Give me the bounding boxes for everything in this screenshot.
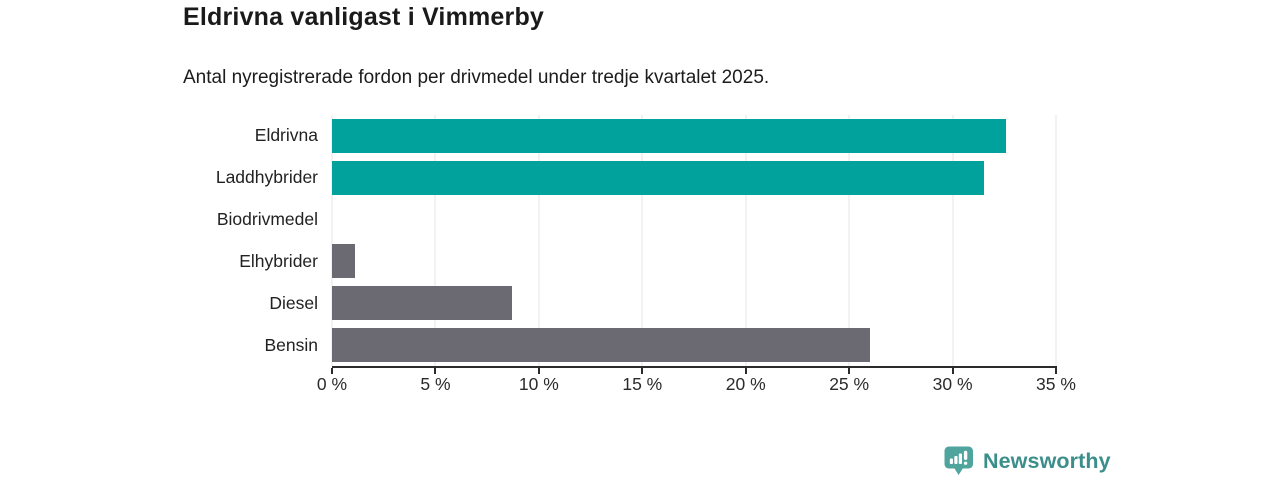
x-axis-line — [332, 366, 1057, 368]
category-label-laddhybrider: Laddhybrider — [215, 167, 318, 188]
gridline — [1055, 115, 1057, 366]
newsworthy-logo: Newsworthy — [944, 446, 1111, 476]
bar-row: Biodrivmedel — [183, 199, 1056, 241]
bar-row: Laddhybrider — [183, 157, 1056, 199]
x-axis-tick — [1055, 368, 1057, 374]
x-axis-tick-label: 20 % — [725, 374, 766, 394]
x-axis-tick — [951, 368, 954, 374]
x-axis-tick — [537, 368, 540, 374]
bar-bensin — [332, 328, 870, 363]
bar-rows: Eldrivna Laddhybrider Biodrivmedel Elhybrid… — [183, 115, 1056, 366]
gridline — [331, 115, 333, 366]
x-axis-tick-label: 0 % — [316, 374, 348, 394]
bar-chart-speech-bubble-icon — [944, 446, 973, 475]
category-label-bensin: Bensin — [264, 334, 318, 355]
gridline — [745, 115, 747, 366]
chart-subtitle: Antal nyregistrerade fordon per drivmede… — [183, 67, 770, 88]
category-label-diesel: Diesel — [269, 292, 318, 313]
bar-row: Diesel — [183, 282, 1056, 324]
x-axis-tick — [641, 368, 644, 374]
bar-row: Bensin — [183, 324, 1056, 366]
x-axis-tick-label: 30 % — [932, 374, 973, 394]
category-label-biodrivmedel: Biodrivmedel — [216, 209, 318, 230]
gridline — [641, 115, 643, 366]
bar-row: Elhybrider — [183, 240, 1056, 282]
x-axis-tick-label: 5 % — [420, 374, 451, 394]
x-axis-tick — [331, 368, 333, 374]
bar-diesel — [332, 286, 512, 321]
x-axis-tick — [434, 368, 437, 374]
gridline — [538, 115, 540, 366]
bar-row: Eldrivna — [183, 115, 1056, 157]
bar-track — [332, 244, 1056, 279]
gridlines — [331, 115, 1057, 366]
bar-chart: Eldrivna Laddhybrider Biodrivmedel Elhybrid… — [183, 115, 1103, 405]
bar-track — [332, 160, 1056, 195]
category-label-eldrivna: Eldrivna — [254, 125, 318, 146]
bar-laddhybrider — [332, 160, 984, 195]
bar-track — [332, 118, 1056, 153]
x-axis-tick — [744, 368, 747, 374]
gridline — [848, 115, 850, 366]
gridline — [434, 115, 436, 366]
bar-track — [332, 328, 1056, 363]
chart-title: Eldrivna vanligast i Vimmerby — [183, 3, 545, 31]
x-axis-tick-label: 15 % — [622, 374, 663, 394]
bar-eldrivna — [332, 118, 1007, 153]
category-label-elhybrider: Elhybrider — [239, 250, 318, 271]
x-axis-tick-label: 10 % — [518, 374, 559, 394]
newsworthy-logo-text: Newsworthy — [983, 448, 1111, 473]
bar-elhybrider — [332, 244, 355, 279]
gridline — [952, 115, 954, 366]
bar-track — [332, 203, 1056, 237]
x-axis-tick-label: 25 % — [829, 374, 870, 394]
x-axis-tick-label: 35 % — [1036, 374, 1076, 394]
x-axis-tick — [848, 368, 851, 374]
bar-track — [332, 286, 1056, 321]
